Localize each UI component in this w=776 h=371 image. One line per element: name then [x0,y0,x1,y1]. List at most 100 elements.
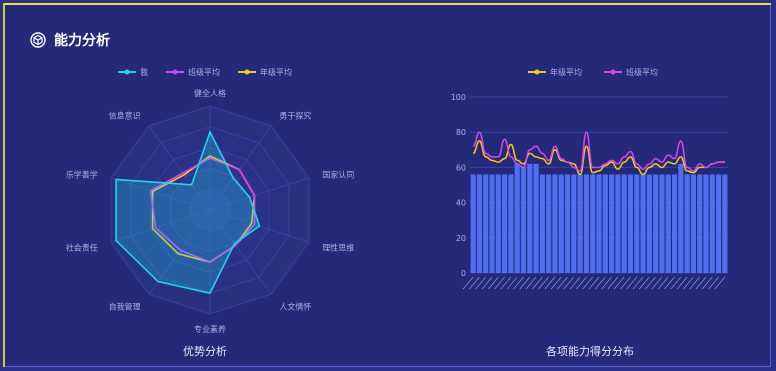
radar-legend-label: 年级平均 [260,67,292,77]
x-tick-label-stub [676,276,688,290]
radar-legend-marker [172,69,178,75]
bar [564,174,571,273]
bar-legend-label: 班级平均 [626,67,658,77]
x-tick-label-stub [582,276,593,290]
bar [715,174,722,273]
x-tick-label-stub [620,276,631,290]
radar-axis [209,209,272,295]
radar-legend: 我 班级平均 年级平均 [118,67,292,77]
bar [508,174,514,273]
bar [596,174,602,273]
bar-chart-title: 各项能力得分分布 [546,345,634,358]
x-tick-label-stub [475,276,486,290]
bar [646,174,652,273]
radar-caption: 优势分析 [183,345,227,358]
panel-top-accent [3,3,771,5]
panel-title: 能力分析 [54,33,110,49]
y-tick-label: 0 [461,269,466,278]
x-tick-label-stub [657,276,669,290]
bar-legend: 年级平均 班级平均 [528,67,658,77]
x-tick-label-stub [588,276,600,290]
radar-legend-marker [124,69,130,75]
radar-indicator-label: 专业素养 [194,324,226,334]
bar [527,163,533,273]
bar [476,174,483,273]
x-tick-label-stub [576,276,587,290]
radar-indicator-label: 人文情怀 [279,301,311,311]
y-tick-label: 20 [456,234,466,243]
bar [583,174,589,273]
x-tick-label-stub [613,276,625,290]
bar [602,174,608,273]
x-tick-label-stub [595,276,606,290]
x-tick-label-stub [563,276,575,290]
x-tick-label-stub [532,276,543,290]
bar [684,174,690,273]
radar-axis [148,125,211,211]
radar-axis [209,125,272,211]
radar-indicator-label: 国家认同 [322,170,354,180]
bar [520,167,527,273]
bar [690,174,696,273]
radar-legend-marker [244,69,250,75]
radar-grid [110,105,310,315]
x-tick-label-stub [551,276,562,290]
y-tick-label: 40 [456,199,466,208]
radar-axis [148,209,211,295]
radar-indicator-label: 信息意识 [109,111,141,121]
bar [546,174,552,273]
x-tick-label-stub [469,276,480,290]
y-tick-label: 60 [456,163,466,172]
bar [483,174,489,273]
x-tick-label-stub [462,276,474,290]
bar [533,163,539,273]
x-tick-label-stub [702,276,713,290]
bar [640,174,646,273]
radar-indicator-label: 理性思维 [322,242,354,252]
x-tick-label-stub [607,276,619,290]
bar [502,174,508,273]
x-tick-label-stub [689,276,700,290]
x-tick-label-stub [639,276,650,290]
x-tick-label-stub [525,276,537,290]
line-series-class-avg [472,131,725,172]
bar [495,174,501,273]
bar-series [470,163,728,273]
x-tick-label-stub [557,276,568,290]
bar [659,174,665,273]
line-series [472,131,725,176]
x-tick-label-stub [632,276,644,290]
bar [552,174,558,273]
x-tick-label-stub [695,276,707,290]
bar [665,174,671,273]
x-tick-label-stub [651,276,663,290]
bar [615,174,621,273]
x-tick-label-stub [645,276,656,290]
x-tick-label-stub [708,276,719,290]
bar [634,174,640,273]
radar-indicator-label: 自我管理 [109,301,141,311]
bar-legend-marker [534,69,540,75]
x-axis-ticks [462,276,726,290]
bar-legend-label: 年级平均 [550,67,582,77]
bar [590,174,596,273]
x-tick-label-stub [569,276,581,290]
x-tick-label-stub [544,276,556,290]
bar [627,174,634,273]
radar-axis [110,209,211,243]
bar [539,174,545,273]
x-tick-label-stub [626,276,637,290]
x-tick-label-stub [538,276,549,290]
bar [703,174,709,273]
radar-indicator-label: 勇于探究 [279,111,311,121]
x-tick-label-stub [500,276,512,290]
y-tick-label: 80 [456,128,466,137]
radar-series-me [115,129,261,295]
radar-indicator-label: 健全人格 [194,88,226,98]
x-tick-label-stub [488,276,499,290]
bar [571,174,577,273]
x-tick-label-stub [601,276,612,290]
